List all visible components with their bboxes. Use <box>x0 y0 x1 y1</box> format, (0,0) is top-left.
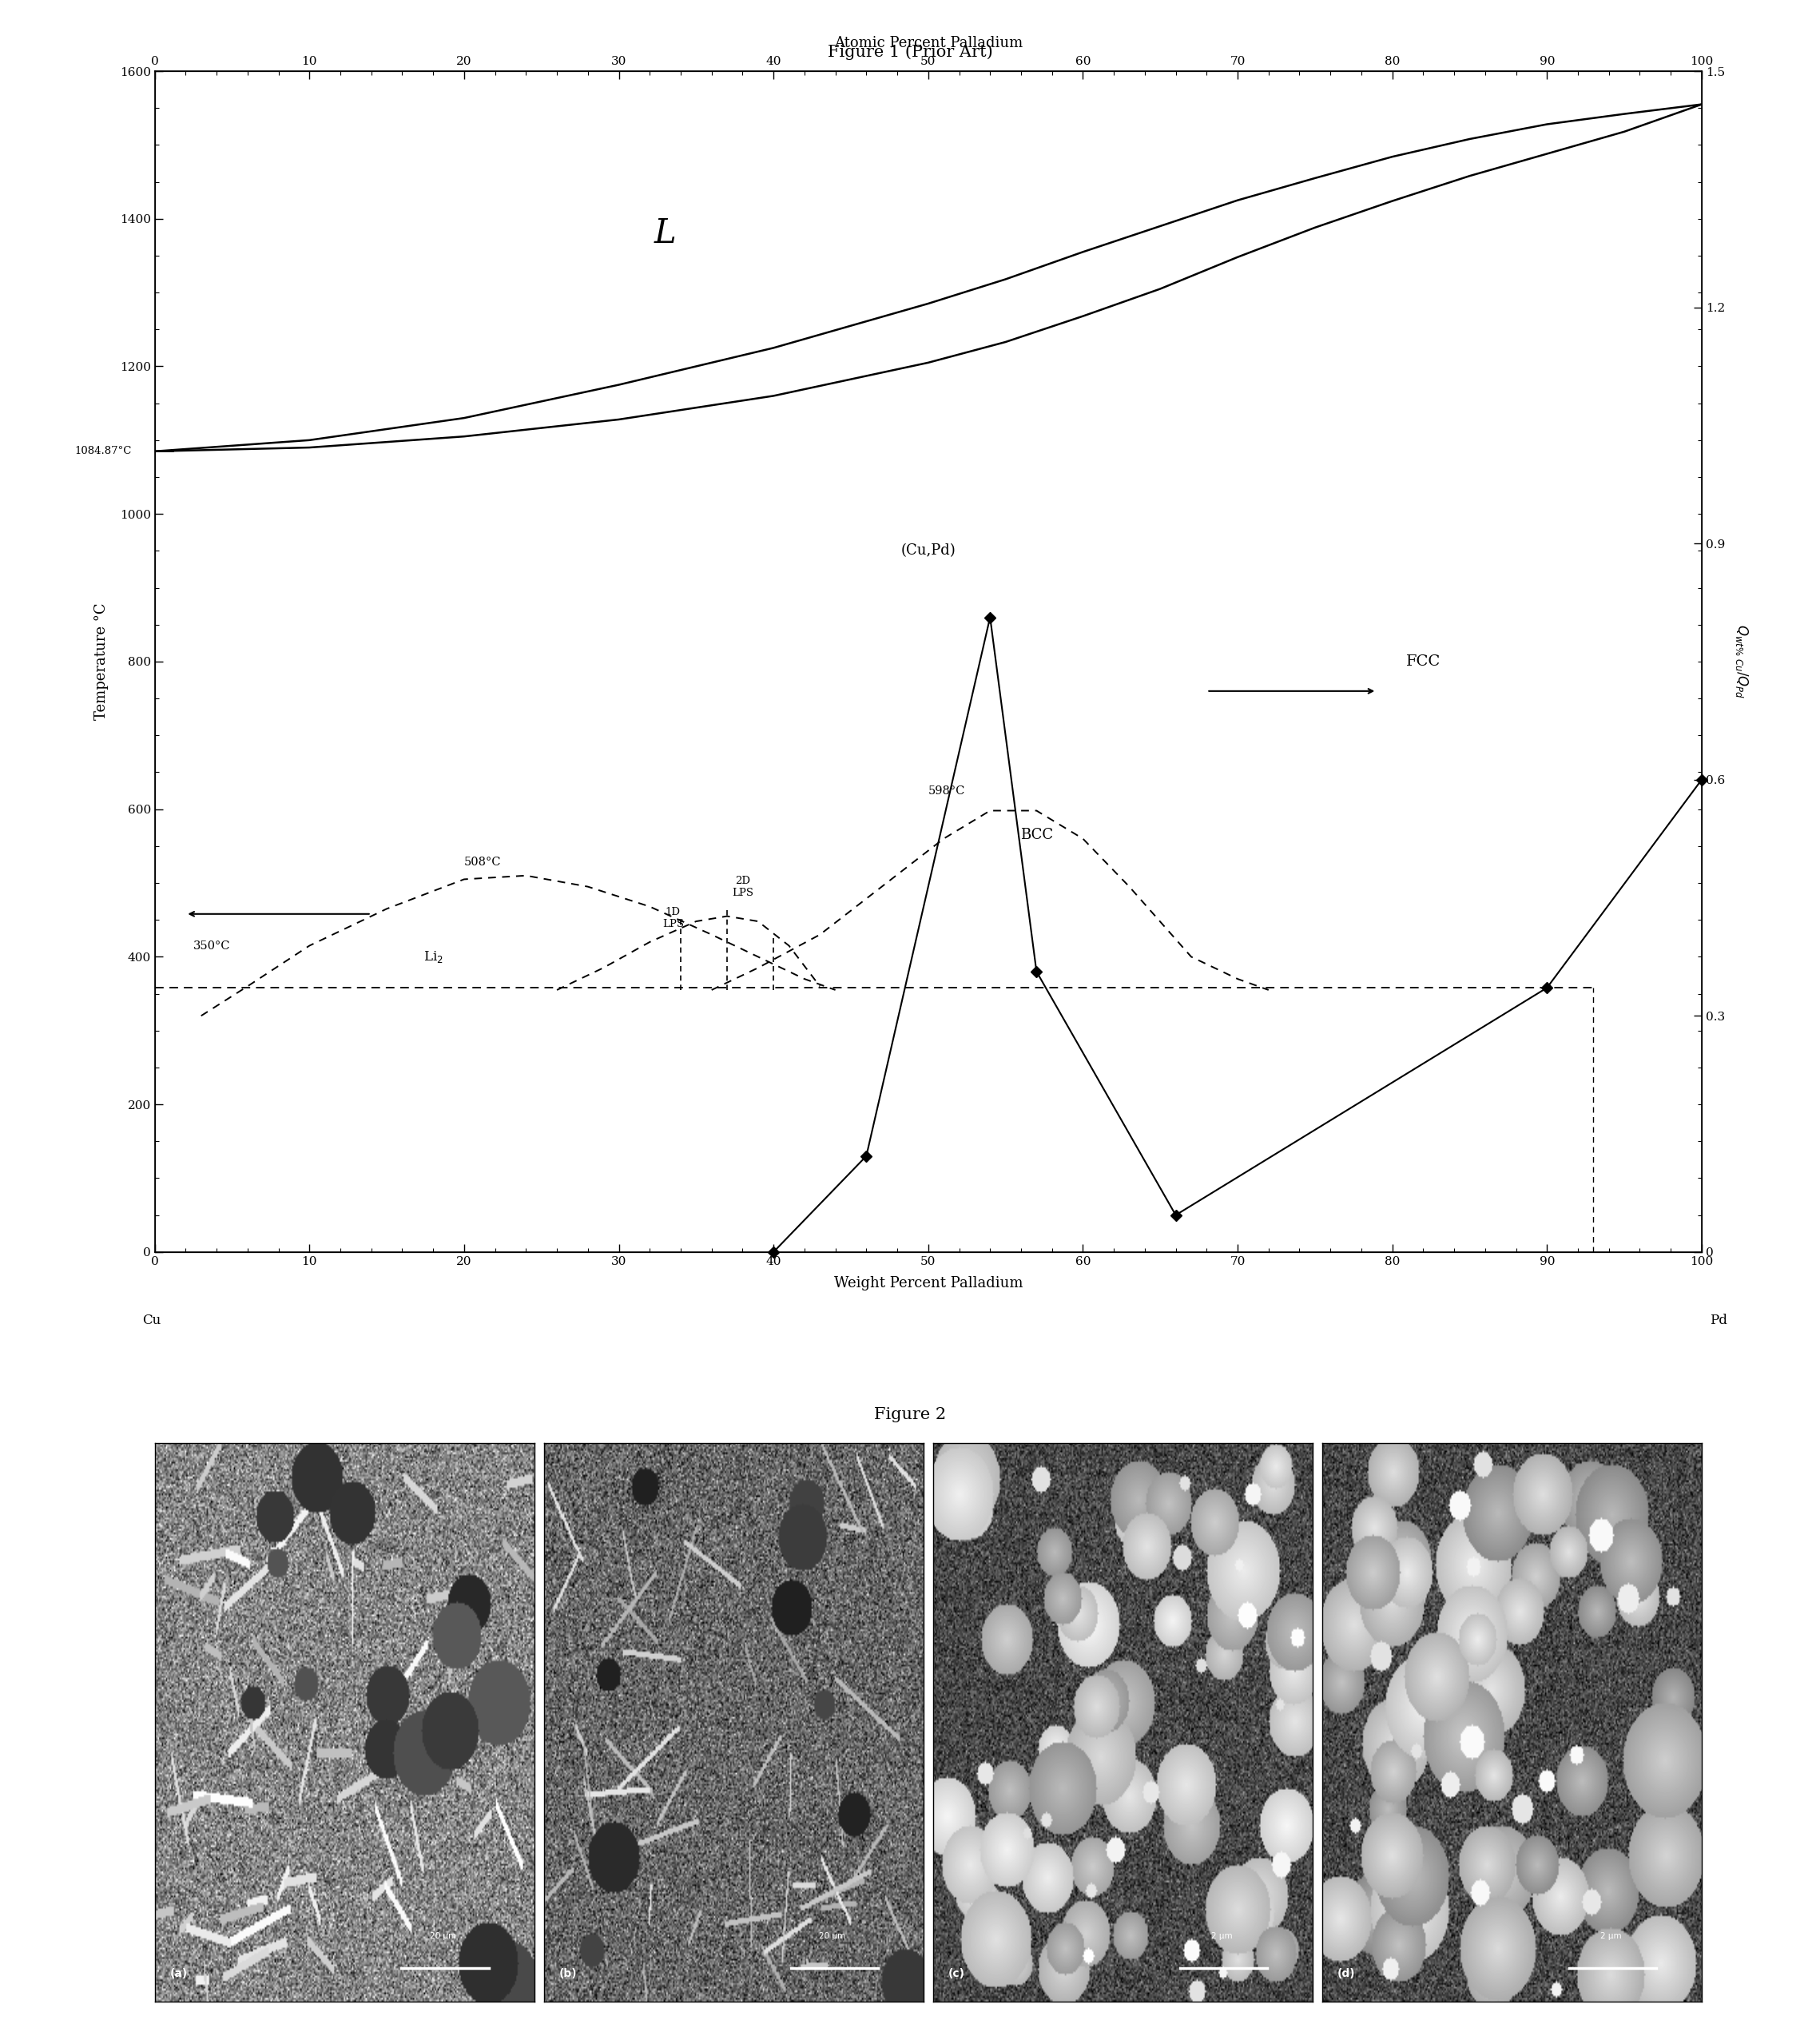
Text: FCC: FCC <box>1407 654 1440 669</box>
Text: 2 μm: 2 μm <box>1600 1932 1622 1941</box>
Text: (c): (c) <box>948 1969 965 1979</box>
Text: 2D
LPS: 2D LPS <box>732 876 753 898</box>
Text: 598°C: 598°C <box>928 784 965 797</box>
Text: 20 μm: 20 μm <box>430 1932 457 1941</box>
Text: (b): (b) <box>559 1969 577 1979</box>
Text: Figure 1 (Prior Art): Figure 1 (Prior Art) <box>828 45 992 61</box>
Text: Figure 2: Figure 2 <box>874 1406 946 1422</box>
Text: Cu: Cu <box>142 1313 160 1327</box>
Text: Li$_2$: Li$_2$ <box>424 949 442 965</box>
Text: 508°C: 508°C <box>464 858 501 868</box>
X-axis label: Weight Percent Palladium: Weight Percent Palladium <box>834 1276 1023 1290</box>
Text: (d): (d) <box>1338 1969 1356 1979</box>
Text: 20 μm: 20 μm <box>819 1932 846 1941</box>
Text: (Cu,Pd): (Cu,Pd) <box>901 545 956 559</box>
Text: Pd: Pd <box>1709 1313 1727 1327</box>
Text: 2 μm: 2 μm <box>1210 1932 1232 1941</box>
Text: 350°C: 350°C <box>193 941 231 951</box>
Y-axis label: $Q_{wt\%\ Cu}/Q_{Pd}$: $Q_{wt\%\ Cu}/Q_{Pd}$ <box>1733 624 1749 699</box>
Text: 1084.87°C: 1084.87°C <box>75 447 131 457</box>
Text: L: L <box>653 217 677 250</box>
X-axis label: Atomic Percent Palladium: Atomic Percent Palladium <box>834 37 1023 51</box>
Text: BCC: BCC <box>1019 827 1054 841</box>
Text: (a): (a) <box>169 1969 187 1979</box>
Y-axis label: Temperature °C: Temperature °C <box>95 604 109 719</box>
Text: 1D
LPS: 1D LPS <box>662 906 684 929</box>
